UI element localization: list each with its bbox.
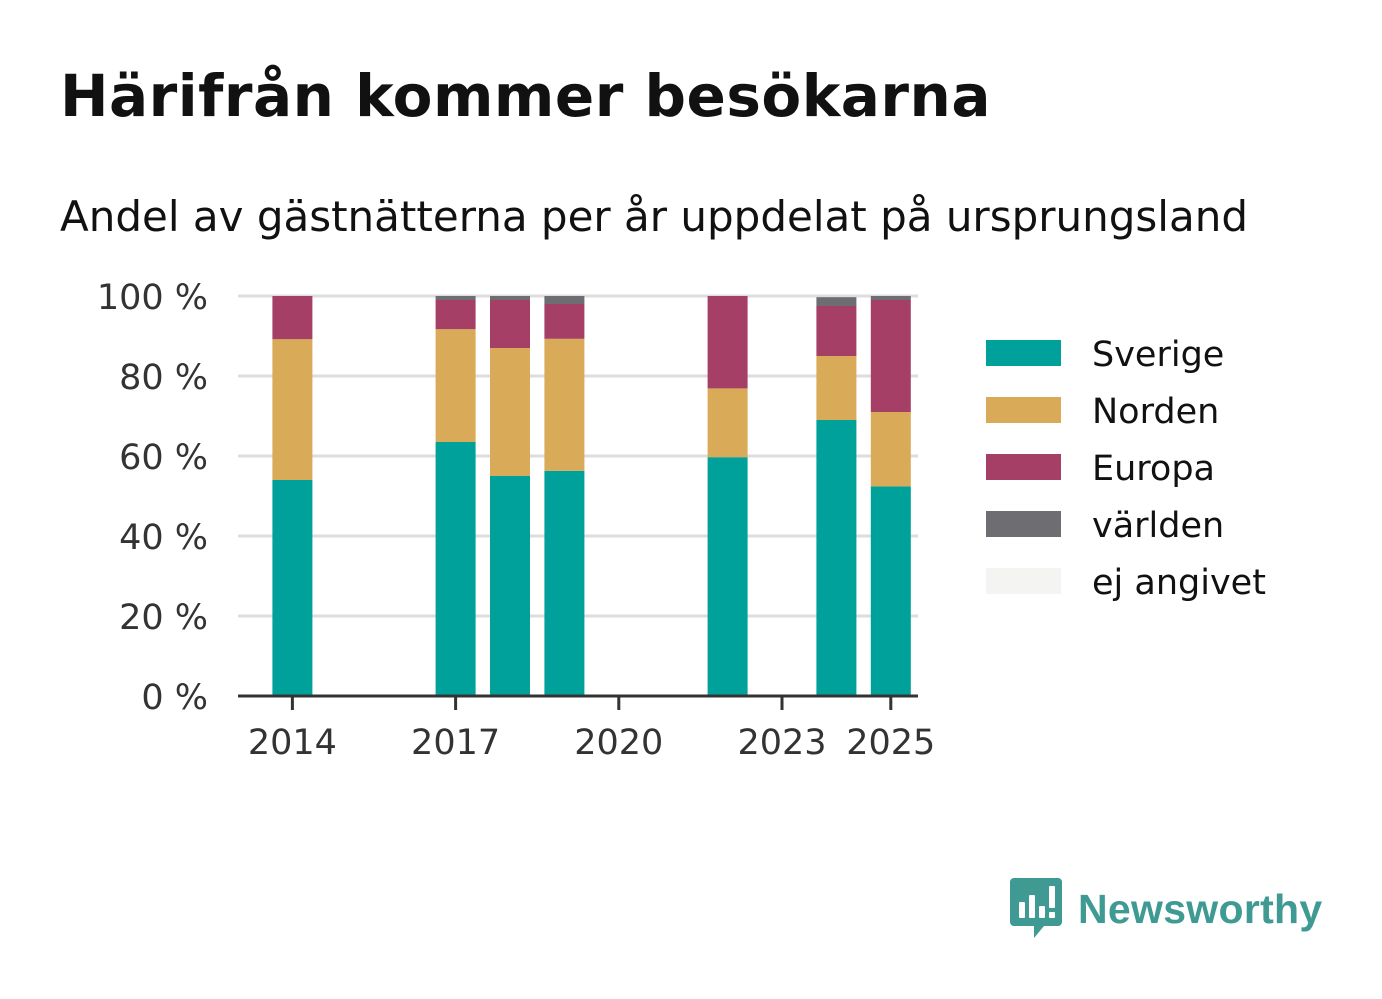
chart-title: Härifrån kommer besökarna xyxy=(60,62,991,130)
bar-segment-Europa xyxy=(870,300,911,412)
legend-swatch xyxy=(986,511,1061,537)
legend-swatch xyxy=(986,454,1061,480)
x-tick-label: 2014 xyxy=(248,723,337,763)
legend-label: Norden xyxy=(1092,392,1219,432)
bar-segment-Europa xyxy=(490,300,530,348)
y-tick-label: 60 % xyxy=(119,438,208,478)
legend-label: världen xyxy=(1092,506,1224,546)
brand-name: Newsworthy xyxy=(1078,885,1323,932)
y-tick-label: 20 % xyxy=(119,598,208,638)
x-tick-label: 2023 xyxy=(737,723,826,763)
bar-segment-Sverige xyxy=(272,480,313,696)
bar-segment-världen xyxy=(816,297,857,306)
legend-swatch xyxy=(986,397,1061,423)
bar-segment-Sverige xyxy=(435,442,476,696)
bar-segment-Norden xyxy=(544,338,585,471)
bar-segment-världen xyxy=(870,296,911,300)
bar-segment-världen xyxy=(544,296,585,304)
bar-segment-världen xyxy=(490,296,530,300)
chart-subtitle: Andel av gästnätterna per år uppdelat på… xyxy=(60,192,1248,241)
newsworthy-logo-icon xyxy=(1010,878,1062,938)
bar-segment-Europa xyxy=(435,300,476,330)
y-tick-label: 0 % xyxy=(141,678,208,718)
bar-segment-Sverige xyxy=(707,457,748,696)
legend-label: ej angivet xyxy=(1092,563,1266,603)
brand-logo: Newsworthy xyxy=(1010,876,1323,942)
bar-segment-Norden xyxy=(490,348,530,476)
bar-segment-Europa xyxy=(816,306,857,356)
bar-segment-Sverige xyxy=(870,486,911,696)
y-tick-label: 40 % xyxy=(119,518,208,558)
bar-segment-Sverige xyxy=(544,470,585,696)
legend-label: Europa xyxy=(1092,449,1215,489)
bar-segment-Norden xyxy=(272,339,313,480)
legend-label: Sverige xyxy=(1092,335,1224,375)
bar-segment-Norden xyxy=(870,412,911,487)
x-tick-label: 2020 xyxy=(574,723,663,763)
bar-segment-Norden xyxy=(816,356,857,420)
x-tick-label: 2017 xyxy=(411,723,500,763)
legend-swatch xyxy=(986,340,1061,366)
bar-segment-Europa xyxy=(272,296,313,340)
y-tick-label: 100 % xyxy=(97,278,208,318)
bar-segment-Europa xyxy=(544,304,585,339)
legend-swatch xyxy=(986,568,1061,594)
x-tick-label: 2025 xyxy=(846,723,935,763)
bar-segment-Europa xyxy=(707,296,748,389)
bar-segment-Sverige xyxy=(816,420,857,696)
y-tick-label: 80 % xyxy=(119,358,208,398)
bar-segment-Norden xyxy=(435,329,476,442)
bar-segment-Sverige xyxy=(490,476,530,696)
bar-segment-Norden xyxy=(707,388,748,458)
bar-segment-världen xyxy=(435,296,476,300)
